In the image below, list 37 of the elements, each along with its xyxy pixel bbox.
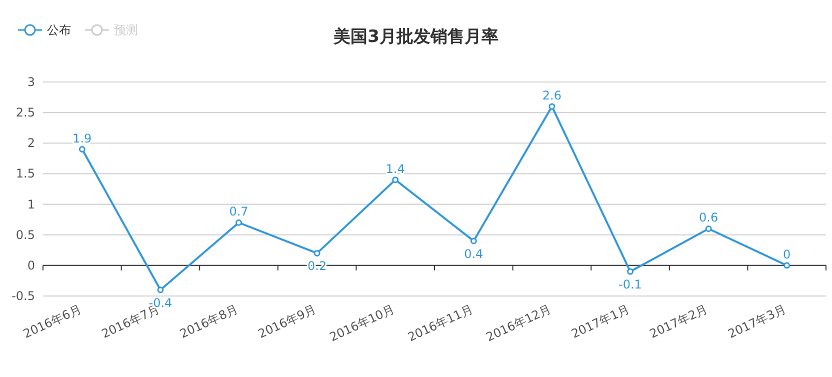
y-tick-label: 2.5 — [16, 106, 35, 120]
data-label: 0.7 — [229, 204, 248, 219]
x-tick-label: 2017年1月 — [569, 302, 632, 341]
data-label: 0.6 — [699, 210, 718, 225]
y-tick-label: 1.5 — [16, 166, 35, 181]
point — [627, 268, 634, 275]
y-tick-label: 0 — [27, 258, 35, 272]
point — [236, 219, 242, 226]
x-tick-label: 2016年11月 — [406, 302, 475, 344]
data-label: 0.4 — [464, 246, 484, 261]
data-label: -0.1 — [618, 278, 642, 292]
data-label: 1.9 — [72, 131, 92, 146]
point — [784, 262, 790, 269]
data-label: 0 — [783, 247, 791, 262]
point — [157, 286, 164, 294]
y-tick-label: 0.5 — [16, 228, 35, 242]
point — [78, 146, 86, 153]
data-label: 1.4 — [386, 162, 405, 176]
y-tick-label: -0.5 — [12, 289, 35, 303]
y-tick-label: 2 — [27, 136, 35, 150]
x-tick-label: 2016年8月 — [178, 302, 240, 341]
legend-label: 公布 — [47, 23, 71, 37]
x-tick-label: 2016年12月 — [484, 302, 554, 344]
point — [548, 103, 556, 110]
point — [470, 238, 477, 244]
x-tick-label: 2016年10月 — [327, 302, 397, 344]
x-tick-label: 2017年3月 — [726, 302, 788, 341]
point — [392, 176, 399, 184]
x-tick-label: 2017年2月 — [648, 302, 710, 341]
point — [705, 225, 712, 232]
chart-title: 美国3月批发销售月率 — [332, 27, 498, 47]
data-label: 2.6 — [542, 88, 562, 102]
x-tick-label: 2016年9月 — [256, 302, 318, 341]
y-tick-label: 1 — [27, 197, 35, 212]
y-tick-label: 3 — [27, 75, 35, 89]
point — [314, 250, 320, 256]
x-tick-label: 2016年6月 — [21, 302, 84, 341]
